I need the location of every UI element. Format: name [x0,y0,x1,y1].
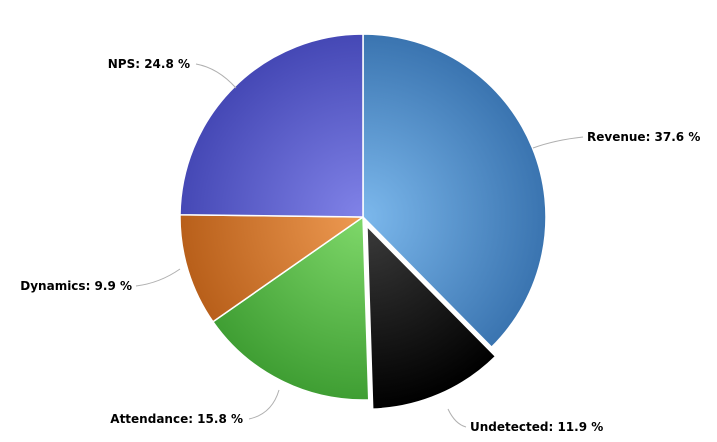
data-label-nps: NPS: 24.8 % [108,57,190,71]
pie-slice-undetected[interactable] [366,225,497,410]
leader-line-nps [195,63,237,89]
data-label-revenue: Revenue: 37.6 % [587,130,700,144]
pie-slice-nps[interactable] [179,33,364,218]
pie-slice-revenue[interactable] [362,33,547,348]
leader-line-revenue [532,136,584,149]
data-label-undetected: Undetected: 11.9 % [470,420,603,434]
data-label-attendance: Attendance: 15.8 % [110,412,243,426]
data-label-dynamics: Dynamics: 9.9 % [20,279,132,293]
pie-slice-attendance[interactable] [212,216,370,401]
leader-line-dynamics [135,268,181,287]
pie-slice-dynamics[interactable] [179,213,364,323]
labels-layer: Revenue: 37.6 % Undetected: 11.9 % Attenda… [20,57,700,434]
leader-line-attendance [248,389,280,420]
leader-line-undetected [447,408,467,428]
slices-layer [179,33,547,410]
